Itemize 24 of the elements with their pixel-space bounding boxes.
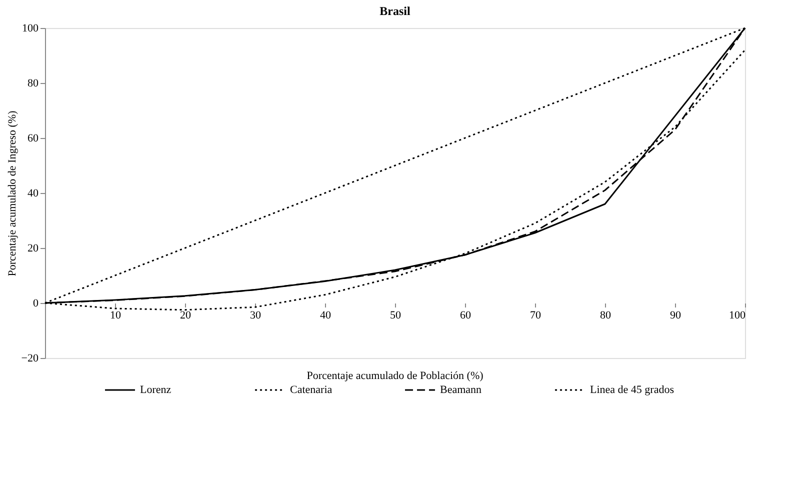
y-tick-label: −20 [21,352,39,364]
y-tick-label: 20 [28,242,39,254]
legend-label: Lorenz [140,384,172,396]
y-tick-label: 40 [28,188,39,200]
x-tick-label: 60 [460,310,472,322]
y-tick-label: 60 [28,132,39,144]
x-tick-label: 80 [600,310,612,322]
chart-title: Brasil [380,4,411,18]
legend-label: Beamann [440,384,482,396]
x-tick-label: 10 [110,310,122,322]
x-tick-label: 30 [250,310,262,322]
legend-label: Linea de 45 grados [590,384,674,396]
legend-label: Catenaria [290,384,332,396]
x-tick-label: 50 [390,310,402,322]
x-tick-label: 100 [729,310,746,322]
x-tick-label: 20 [180,310,192,322]
y-axis-title: Porcentaje acumulado de Ingreso (%) [6,110,18,276]
y-tick-label: 100 [22,22,39,34]
x-tick-label: 40 [320,310,332,322]
y-tick-label: 80 [28,78,39,90]
x-tick-label: 90 [670,310,682,322]
x-tick-label: 70 [530,310,542,322]
y-tick-label: 0 [33,298,39,310]
x-axis-title: Porcentaje acumulado de Población (%) [306,370,484,382]
